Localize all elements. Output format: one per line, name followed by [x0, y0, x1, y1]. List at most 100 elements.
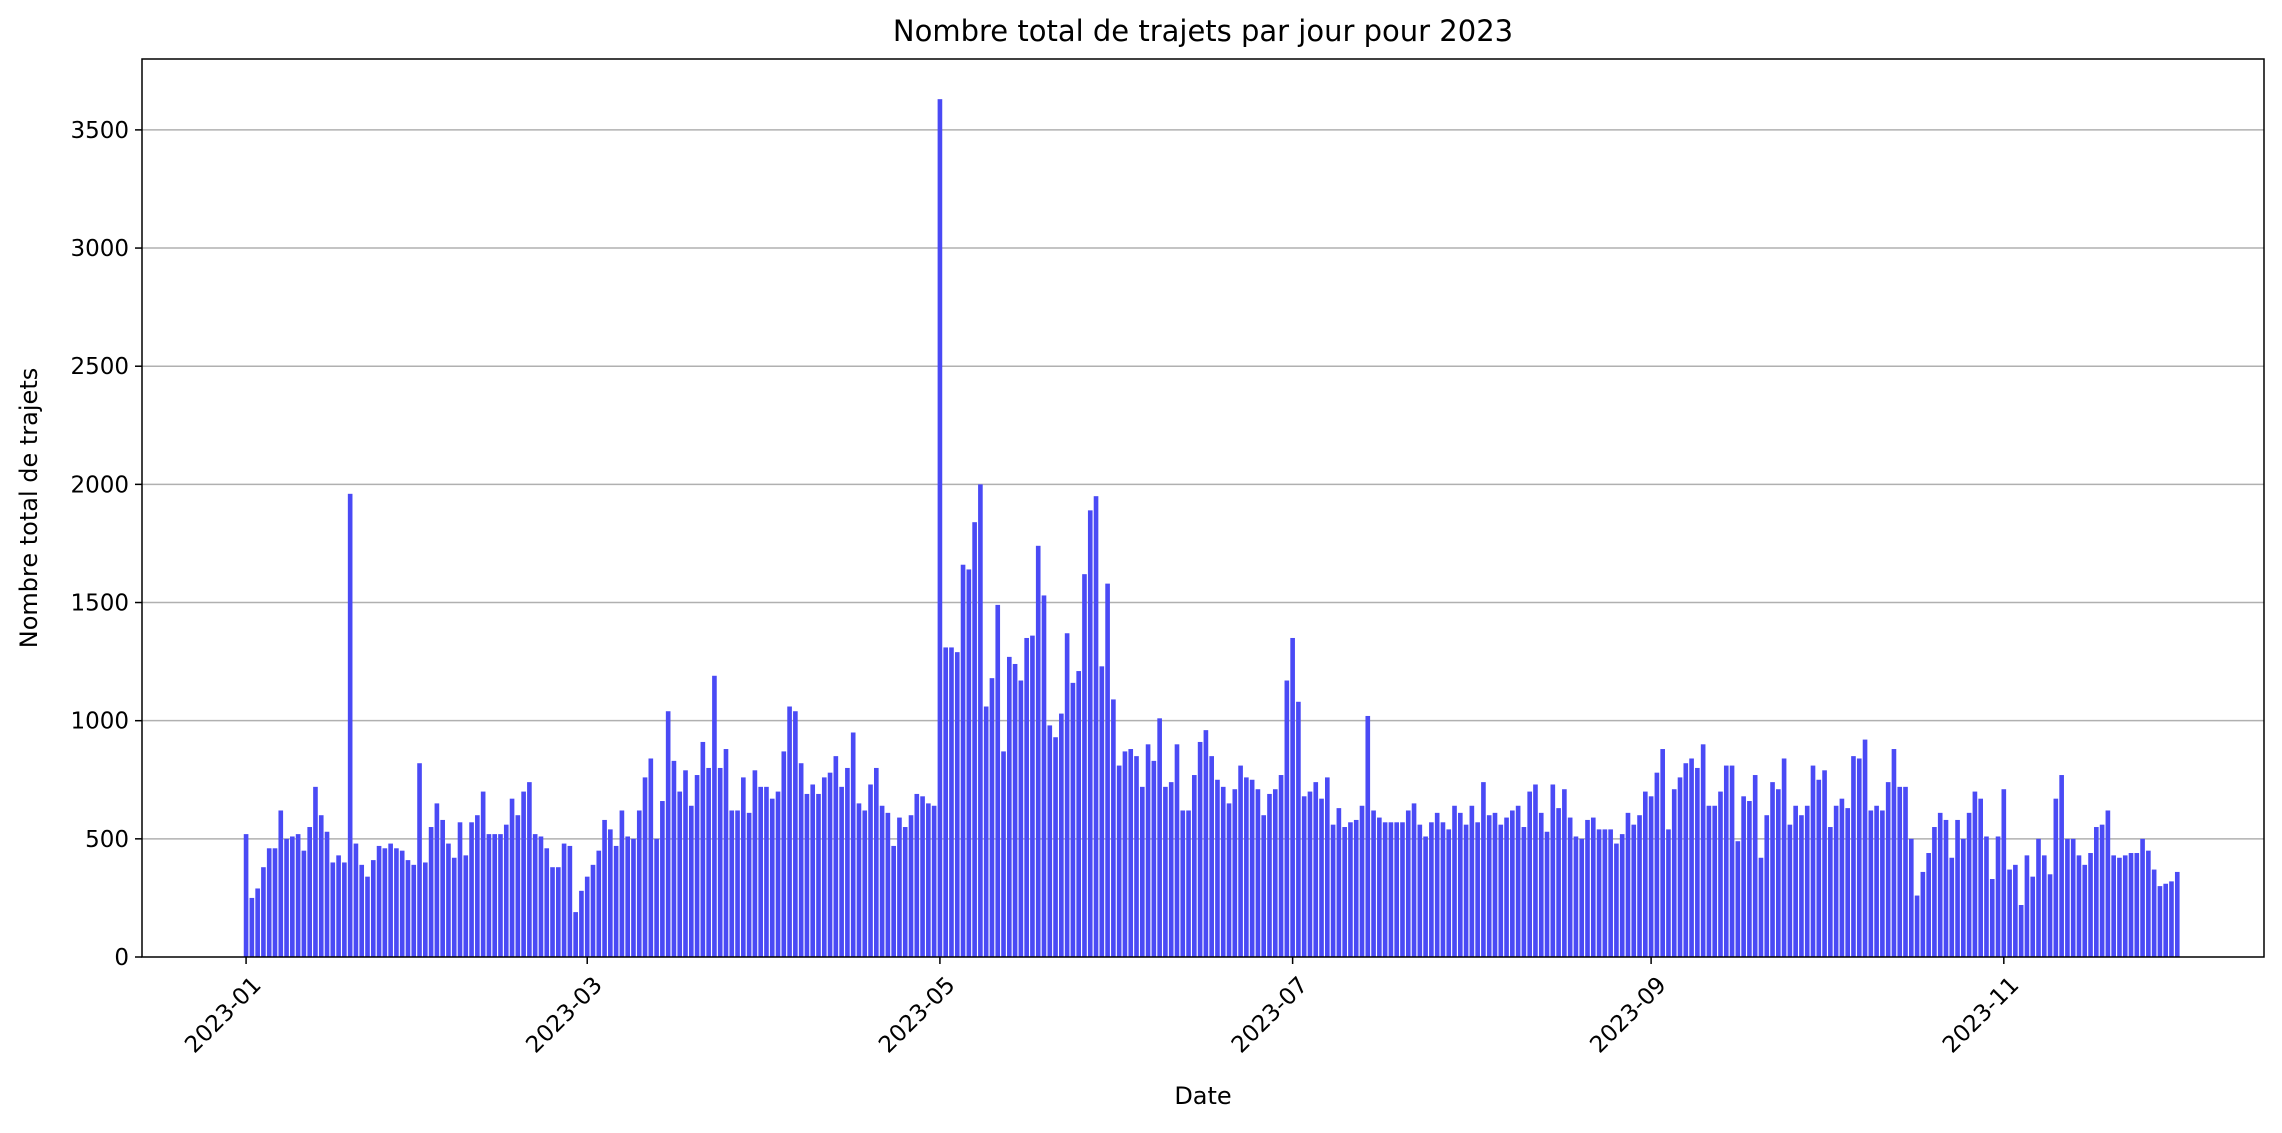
bar — [1758, 857, 1764, 957]
bar — [584, 876, 590, 957]
bar — [1348, 822, 1353, 957]
bar — [1018, 680, 1024, 957]
bar — [255, 888, 260, 957]
bar — [1301, 796, 1307, 957]
bar — [1833, 805, 1839, 957]
y-tick-label: 0 — [114, 945, 129, 971]
bar — [1342, 827, 1347, 957]
bar — [908, 815, 914, 957]
bar — [1984, 836, 1989, 957]
bar — [793, 711, 798, 957]
bar — [388, 843, 393, 957]
bar — [1590, 817, 1596, 957]
bar — [243, 834, 249, 957]
bar — [868, 784, 873, 957]
bar — [1648, 796, 1654, 957]
bar — [902, 827, 908, 957]
bar — [1677, 777, 1683, 957]
bar — [845, 767, 850, 957]
bar — [1932, 827, 1937, 957]
bar — [1145, 744, 1151, 957]
bar — [1203, 730, 1209, 957]
bar — [2053, 798, 2059, 957]
bar — [1533, 784, 1538, 957]
bar — [2128, 853, 2134, 957]
bar — [1926, 853, 1931, 957]
bar — [1567, 817, 1573, 957]
bar — [1440, 822, 1446, 957]
bar — [949, 647, 954, 957]
bar — [1076, 671, 1081, 957]
bar — [966, 569, 972, 957]
bar — [1093, 496, 1099, 957]
y-tick-label: 2000 — [70, 472, 129, 498]
bar — [2140, 838, 2145, 957]
bar — [376, 845, 382, 957]
bar — [509, 798, 515, 957]
bar — [1608, 829, 1613, 957]
bar — [1562, 789, 1567, 957]
bar — [1192, 775, 1197, 957]
bar — [555, 867, 561, 957]
bar — [758, 786, 763, 957]
bar — [1585, 819, 1590, 957]
bar — [492, 834, 498, 957]
bar — [885, 812, 891, 957]
bar — [1949, 857, 1955, 957]
bar — [1457, 812, 1463, 957]
bar — [1105, 583, 1110, 957]
bar — [2169, 881, 2174, 957]
bar — [1232, 789, 1238, 957]
bar — [307, 827, 312, 957]
bar — [284, 838, 289, 957]
bar — [503, 824, 509, 957]
bar — [619, 810, 625, 957]
bar — [1723, 765, 1729, 957]
bar — [451, 857, 457, 957]
bar — [937, 99, 943, 958]
bar — [1492, 812, 1498, 957]
bar — [480, 791, 486, 957]
bar — [1920, 871, 1926, 957]
bar — [1168, 782, 1174, 957]
bar — [1059, 713, 1064, 957]
bar — [446, 843, 451, 957]
bar — [2134, 853, 2140, 957]
bar — [1157, 718, 1162, 957]
bar — [1700, 744, 1706, 957]
bar — [1423, 836, 1428, 957]
y-tick-label: 3500 — [70, 118, 129, 144]
bar — [746, 812, 752, 957]
bar — [463, 855, 469, 957]
bar — [648, 758, 654, 957]
bar — [561, 843, 567, 957]
bar — [353, 843, 359, 957]
bar — [741, 777, 746, 957]
bar — [2094, 827, 2099, 957]
bar — [1030, 635, 1035, 957]
bar — [486, 834, 492, 957]
bar — [313, 786, 318, 957]
y-axis-label: Nombre total de trajets — [15, 368, 43, 648]
bar — [1475, 822, 1480, 957]
bar — [596, 850, 602, 957]
bar — [342, 862, 347, 957]
bar — [1619, 834, 1625, 957]
bar — [1359, 805, 1365, 957]
bar — [1966, 812, 1972, 957]
bar — [1799, 815, 1804, 957]
bar — [567, 845, 573, 957]
bar — [1752, 775, 1758, 957]
bar — [1082, 574, 1087, 957]
bar — [2030, 876, 2036, 957]
bar — [2065, 838, 2070, 957]
bar — [428, 827, 434, 957]
bar — [1972, 791, 1978, 957]
bar — [440, 819, 445, 957]
bar — [1521, 827, 1527, 957]
bar — [399, 850, 405, 957]
bar — [654, 838, 659, 957]
bar — [1041, 595, 1047, 957]
bar — [2013, 864, 2018, 957]
bar — [1897, 786, 1903, 957]
